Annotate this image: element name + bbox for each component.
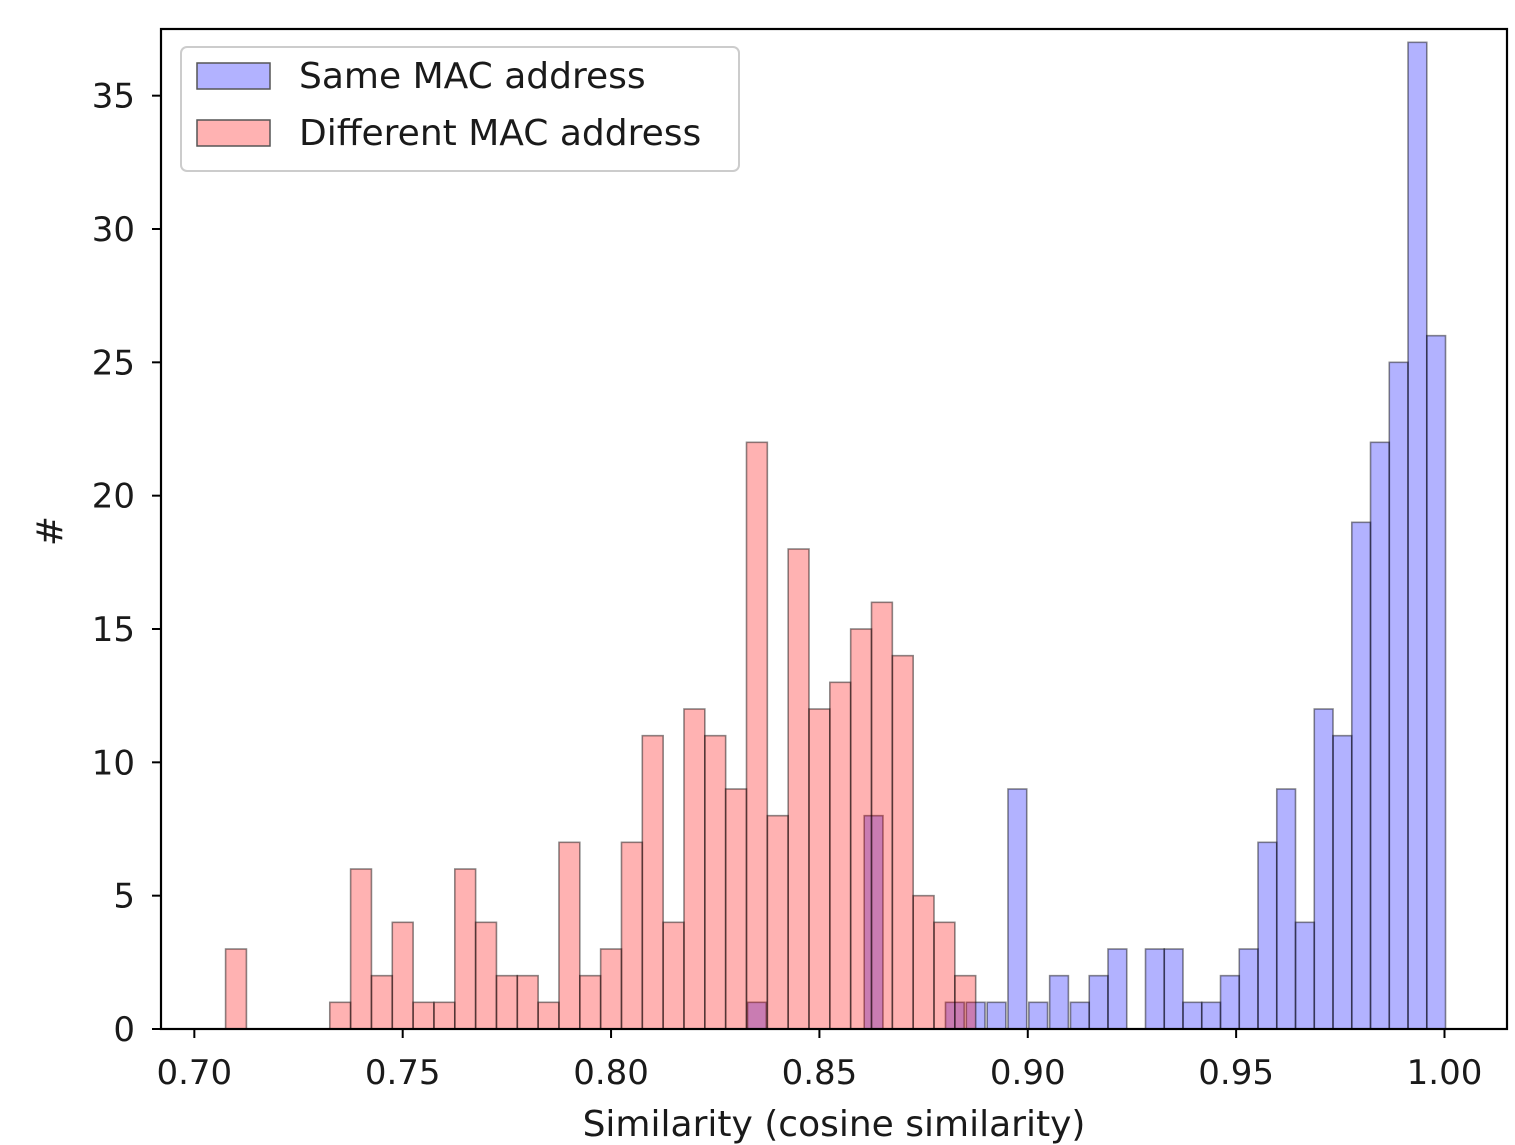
legend-box [180, 46, 740, 172]
bar-different-mac-11 [537, 1001, 560, 1030]
bar-different-mac-22 [766, 814, 789, 1030]
y-tick-label-7: 35 [92, 77, 135, 117]
bar-different-mac-17 [662, 921, 685, 1030]
legend-label-different-mac: Different MAC address [299, 113, 701, 154]
bar-same-mac-21 [1332, 734, 1353, 1030]
bar-different-mac-21 [745, 441, 769, 1030]
bar-different-mac-13 [578, 974, 602, 1030]
bar-different-mac-2 [349, 868, 373, 1030]
bar-different-mac-18 [683, 708, 706, 1030]
bar-different-mac-28 [891, 654, 914, 1030]
bar-same-mac-20 [1313, 708, 1334, 1030]
bar-same-mac-15 [1219, 974, 1241, 1030]
bar-different-mac-25 [829, 681, 852, 1030]
bar-different-mac-0 [224, 948, 248, 1030]
bar-different-mac-5 [412, 1001, 435, 1030]
bar-different-mac-19 [704, 734, 727, 1030]
x-tick-label-0: 0.70 [156, 1053, 232, 1093]
bar-same-mac-22 [1350, 521, 1372, 1030]
bar-different-mac-10 [516, 974, 539, 1030]
y-tick-label-3: 15 [92, 610, 135, 650]
y-tick-label-0: 0 [113, 1010, 135, 1050]
bar-different-mac-6 [433, 1001, 456, 1030]
legend-swatch-same-mac [196, 62, 271, 90]
y-tick-label-4: 20 [92, 477, 135, 517]
bar-same-mac-13 [1182, 1001, 1203, 1030]
bar-same-mac-23 [1369, 441, 1391, 1030]
bar-same-mac-24 [1388, 361, 1409, 1030]
bar-different-mac-8 [474, 921, 498, 1030]
bar-different-mac-27 [870, 601, 894, 1030]
axis-ticks: 0.70 0.75 0.80 0.85 0.90 0.95 1.00 0 5 10 15 20 25 30… [92, 77, 1483, 1093]
bar-same-mac-8 [1069, 1001, 1091, 1030]
y-axis-label: # [30, 516, 71, 546]
bar-same-mac-11 [1144, 948, 1166, 1030]
bar-same-mac-16 [1238, 948, 1259, 1030]
legend-label-same-mac: Same MAC address [299, 56, 646, 97]
bar-different-mac-3 [370, 974, 394, 1030]
bar-same-mac-4 [986, 1001, 1007, 1030]
x-tick-label-5: 0.95 [1198, 1053, 1274, 1093]
bar-different-mac-16 [641, 734, 664, 1030]
bar-different-mac-24 [808, 708, 831, 1030]
bar-different-mac-29 [912, 894, 935, 1030]
bar-same-mac-6 [1028, 1001, 1049, 1030]
x-tick-label-4: 0.90 [990, 1053, 1066, 1093]
bar-different-mac-12 [558, 841, 581, 1030]
bar-different-mac-15 [620, 841, 644, 1030]
y-tick-label-6: 30 [92, 210, 135, 250]
bar-same-mac-9 [1088, 974, 1109, 1030]
bar-same-mac-17 [1257, 841, 1278, 1030]
x-tick-label-3: 0.85 [782, 1053, 858, 1093]
y-tick-label-5: 25 [92, 343, 135, 383]
legend-swatch-different-mac [196, 119, 271, 147]
x-axis-label: Similarity (cosine similarity) [583, 1104, 1086, 1145]
bar-same-mac-5 [1007, 788, 1028, 1030]
y-tick-label-1: 5 [113, 877, 135, 917]
bar-different-mac-23 [787, 548, 810, 1030]
bar-different-mac-20 [724, 788, 748, 1030]
bar-same-mac-10 [1107, 948, 1128, 1030]
y-tick-label-2: 10 [92, 743, 135, 783]
bar-same-mac-12 [1163, 948, 1184, 1030]
bar-different-mac-1 [328, 1001, 352, 1030]
bar-different-mac-4 [391, 921, 414, 1030]
bar-same-mac-7 [1048, 974, 1070, 1030]
bar-same-mac-25 [1407, 41, 1428, 1030]
bar-different-mac-7 [453, 868, 477, 1030]
legend: Same MAC address Different MAC address [180, 46, 740, 172]
x-tick-label-1: 0.75 [365, 1053, 441, 1093]
x-tick-label-2: 0.80 [573, 1053, 649, 1093]
bar-different-mac-14 [599, 948, 623, 1030]
bar-different-mac-26 [849, 628, 873, 1030]
bar-same-mac-14 [1200, 1001, 1222, 1030]
bar-same-mac-19 [1294, 921, 1316, 1030]
bar-different-mac-30 [933, 921, 956, 1030]
bar-same-mac-26 [1425, 334, 1447, 1030]
bar-different-mac-9 [495, 974, 519, 1030]
plot-frame [159, 27, 1509, 1031]
bar-same-mac-18 [1275, 788, 1297, 1030]
bar-different-mac-31 [954, 974, 977, 1030]
x-tick-label-6: 1.00 [1407, 1053, 1483, 1093]
